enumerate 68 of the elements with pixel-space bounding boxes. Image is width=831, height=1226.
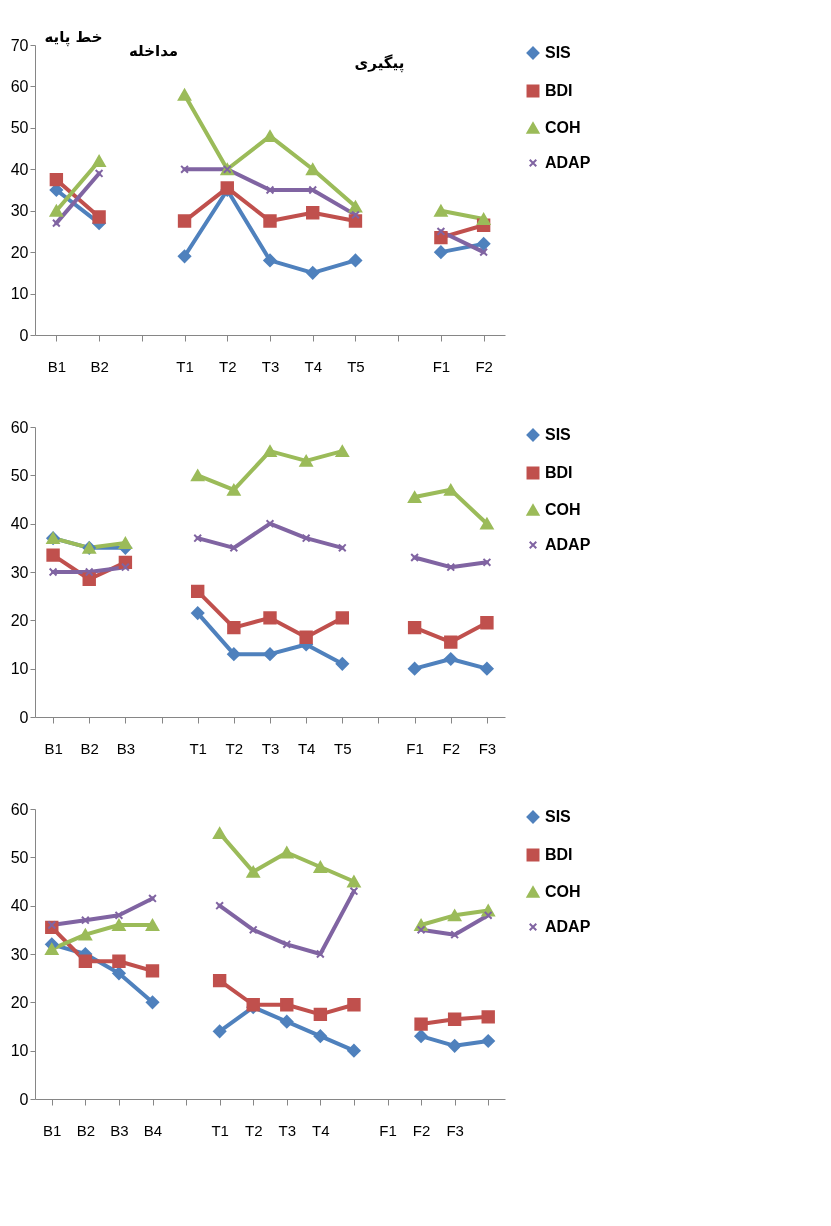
y-tick-label: 30 — [10, 563, 29, 581]
y-tick-label: 50 — [10, 848, 29, 866]
x-tick-label: B1 — [47, 357, 67, 375]
y-tick-label: 40 — [10, 515, 29, 533]
x-tick-label: F3 — [478, 739, 497, 757]
y-tick-label: 10 — [10, 285, 29, 303]
x-tick-label: F1 — [432, 357, 451, 375]
y-tick-label: 0 — [19, 326, 29, 344]
legend-label: SIS — [545, 426, 572, 443]
annotation: مداخله — [129, 42, 179, 60]
x-tick-label: T3 — [278, 1121, 297, 1139]
y-tick-label: 50 — [10, 466, 29, 484]
x-tick-label: T5 — [347, 357, 365, 375]
x-tick-label: T4 — [312, 1121, 330, 1139]
annotation: پیگیری — [354, 54, 405, 73]
y-tick-label: 20 — [10, 611, 29, 629]
x-tick-label: F3 — [446, 1121, 464, 1139]
x-tick-label: B2 — [90, 357, 109, 375]
legend-label: BDI — [545, 464, 573, 481]
x-tick-label: B3 — [110, 1121, 129, 1139]
legend-label: BDI — [545, 82, 573, 99]
y-tick-label: 0 — [19, 1090, 29, 1108]
x-tick-label: T3 — [261, 739, 280, 757]
x-tick-label: F2 — [475, 357, 493, 375]
y-tick-label: 0 — [19, 708, 29, 726]
x-tick-label: F2 — [412, 1121, 431, 1139]
x-tick-label: F2 — [442, 739, 461, 757]
x-tick-label: B3 — [116, 739, 136, 757]
y-tick-label: 60 — [10, 800, 29, 818]
x-tick-label: T5 — [334, 739, 352, 757]
x-tick-label: T4 — [297, 739, 316, 757]
legend-label: COH — [545, 501, 581, 518]
y-tick-label: 60 — [10, 77, 29, 95]
x-tick-label: B1 — [43, 1121, 62, 1139]
x-tick-label: T1 — [211, 1121, 229, 1139]
x-tick-label: T1 — [189, 739, 207, 757]
x-tick-label: F1 — [379, 1121, 397, 1139]
y-tick-label: 50 — [10, 119, 29, 137]
y-tick-label: 10 — [10, 1042, 29, 1060]
y-tick-label: 10 — [10, 660, 29, 678]
x-tick-label: B2 — [80, 739, 99, 757]
x-tick-label: T4 — [304, 357, 322, 375]
y-tick-label: 70 — [10, 36, 29, 54]
y-tick-label: 20 — [10, 243, 29, 261]
legend-label: ADAP — [545, 918, 591, 935]
x-tick-label: T1 — [176, 357, 194, 375]
legend-label: SIS — [545, 808, 572, 825]
y-tick-label: 30 — [10, 945, 29, 963]
x-tick-label: T3 — [261, 357, 280, 375]
x-tick-label: F1 — [406, 739, 424, 757]
y-tick-label: 40 — [10, 160, 29, 178]
x-tick-label: T2 — [225, 739, 244, 757]
y-tick-label: 20 — [10, 993, 29, 1011]
legend-label: BDI — [545, 846, 573, 863]
legend-label: ADAP — [545, 154, 591, 171]
y-tick-label: 30 — [10, 202, 29, 220]
annotation: خط پایه — [44, 28, 103, 47]
legend-label: COH — [545, 119, 581, 136]
x-tick-label: B1 — [44, 739, 63, 757]
legend-label: COH — [545, 883, 581, 900]
x-tick-label: B4 — [143, 1121, 163, 1139]
x-tick-label: T2 — [219, 357, 237, 375]
y-tick-label: 60 — [10, 418, 29, 436]
x-tick-label: T2 — [244, 1121, 263, 1139]
legend-label: SIS — [545, 44, 572, 61]
y-tick-label: 40 — [10, 897, 29, 915]
legend-label: ADAP — [545, 536, 591, 553]
x-tick-label: B2 — [76, 1121, 96, 1139]
